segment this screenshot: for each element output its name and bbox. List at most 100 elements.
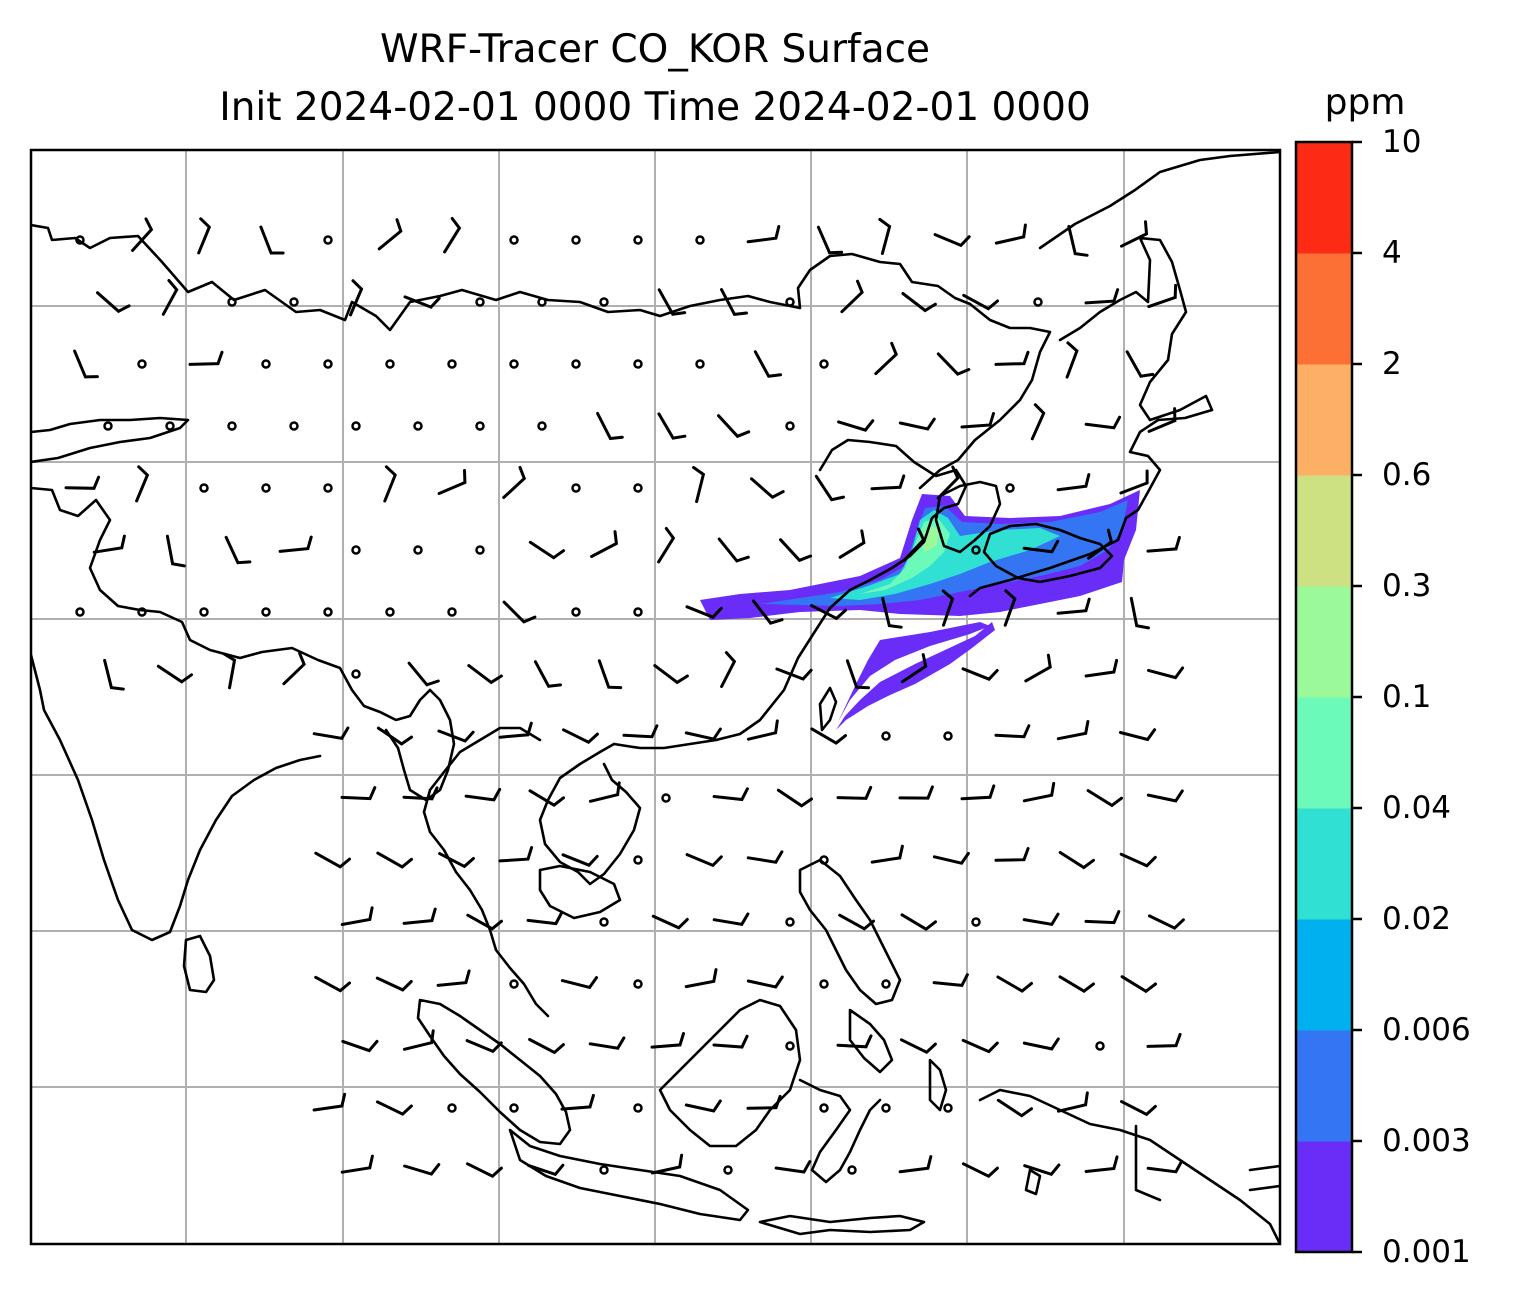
wind-barb xyxy=(902,527,926,562)
wind-barb xyxy=(932,973,969,987)
calm-wind-circle xyxy=(165,421,175,431)
wind-barb xyxy=(437,729,475,743)
calm-wind-circle xyxy=(943,1103,953,1113)
wind-barb xyxy=(898,417,936,431)
calm-wind-circle xyxy=(571,483,581,493)
calm-wind-circle xyxy=(1005,483,1015,493)
calm-wind-circle xyxy=(261,359,271,369)
calm-wind-circle xyxy=(785,1041,795,1051)
wind-barb xyxy=(1120,975,1157,994)
wind-barb xyxy=(753,350,783,378)
wind-barb xyxy=(1147,407,1177,433)
colorbar-tick-label: 0.003 xyxy=(1382,1123,1471,1159)
calm-wind-circle xyxy=(785,297,795,307)
wind-barb xyxy=(403,1163,441,1176)
calm-wind-circle xyxy=(509,1103,519,1113)
calm-wind-circle xyxy=(351,421,361,431)
colorbar-segment xyxy=(1296,1141,1352,1253)
wind-barb xyxy=(1022,1037,1060,1051)
wind-barb xyxy=(436,969,471,987)
wind-barb xyxy=(222,652,237,690)
calm-wind-circle xyxy=(599,297,609,307)
colorbar-segment xyxy=(1296,475,1352,587)
map-title-line1: WRF-Tracer CO_KOR Surface xyxy=(379,27,931,72)
wind-barb xyxy=(650,1153,684,1175)
wind-barb xyxy=(375,976,413,992)
wind-barb xyxy=(717,414,751,439)
wind-barb xyxy=(402,907,437,925)
calm-wind-circle xyxy=(289,297,299,307)
colorbar-unit-label: ppm xyxy=(1324,82,1406,123)
wind-barb xyxy=(188,350,224,366)
calm-wind-circle xyxy=(695,235,705,245)
wind-barb xyxy=(1022,912,1060,927)
wind-barb xyxy=(936,352,971,376)
wind-barb xyxy=(64,475,101,490)
calm-wind-circle xyxy=(537,421,547,431)
calm-wind-circle xyxy=(413,421,423,431)
wind-barb xyxy=(746,1094,782,1110)
plume-south-lobe xyxy=(836,622,995,730)
wind-barb xyxy=(810,604,847,621)
wind-barb xyxy=(657,288,687,316)
calm-wind-circle xyxy=(323,359,333,369)
wind-barb xyxy=(464,787,502,802)
wind-barb xyxy=(443,217,462,254)
wind-barb xyxy=(526,911,563,926)
map-border xyxy=(29,148,1282,1246)
colorbar-segment xyxy=(1296,1030,1352,1142)
calm-wind-circle xyxy=(103,421,113,431)
wind-barb xyxy=(750,477,785,500)
wind-barb xyxy=(527,1163,565,1177)
wind-barb xyxy=(92,534,126,554)
wind-barb xyxy=(776,788,813,808)
calm-wind-circle xyxy=(1033,297,1043,307)
wind-barb xyxy=(312,726,350,740)
wind-barb xyxy=(1084,415,1122,430)
colorbar-segment xyxy=(1296,142,1352,254)
wind-barb xyxy=(775,667,813,681)
wind-barb xyxy=(994,724,1031,739)
wind-barb xyxy=(502,600,537,624)
wind-barb xyxy=(1084,658,1119,678)
wind-barb xyxy=(685,853,723,868)
wind-barb xyxy=(838,529,866,559)
wind-barb xyxy=(960,412,995,429)
co-tracer-plume xyxy=(700,490,1140,730)
calm-wind-circle xyxy=(819,359,829,369)
wind-barb xyxy=(746,719,779,741)
calm-wind-circle xyxy=(599,1165,609,1175)
wind-barb xyxy=(131,217,154,252)
wind-barb xyxy=(224,535,252,565)
wind-barb xyxy=(836,785,873,800)
colorbar-tick-label: 0.6 xyxy=(1382,457,1432,493)
wind-barb xyxy=(560,1093,595,1111)
wind-barb xyxy=(1146,535,1181,553)
wind-barb xyxy=(898,785,934,800)
wind-barb xyxy=(1022,781,1056,803)
calm-wind-circle xyxy=(227,421,237,431)
wind-barb xyxy=(596,412,624,441)
calm-wind-circle xyxy=(447,1103,457,1113)
calm-wind-circle xyxy=(261,607,271,617)
wind-barb xyxy=(684,968,718,989)
wind-barb xyxy=(314,975,351,993)
wind-barb xyxy=(941,589,955,627)
wind-barb xyxy=(712,1034,749,1049)
wind-barb xyxy=(312,1092,347,1112)
wind-barb xyxy=(156,664,193,684)
wind-barb xyxy=(1003,589,1017,627)
wind-barb xyxy=(961,1038,999,1054)
wind-barb xyxy=(814,474,845,502)
wind-barb xyxy=(996,975,1033,993)
calm-wind-circle xyxy=(943,731,953,741)
wind-barb xyxy=(684,727,722,741)
calm-wind-circle xyxy=(785,421,795,431)
wind-barb xyxy=(588,781,621,803)
colorbar-tick-label: 0.04 xyxy=(1382,790,1452,826)
wind-barb xyxy=(528,1038,565,1055)
wind-barb xyxy=(653,664,689,685)
calm-wind-circle xyxy=(633,359,643,369)
wind-barb xyxy=(407,661,440,687)
colorbar xyxy=(1294,140,1362,1254)
